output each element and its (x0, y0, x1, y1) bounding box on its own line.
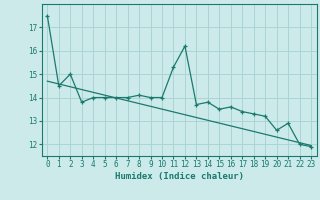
X-axis label: Humidex (Indice chaleur): Humidex (Indice chaleur) (115, 172, 244, 181)
